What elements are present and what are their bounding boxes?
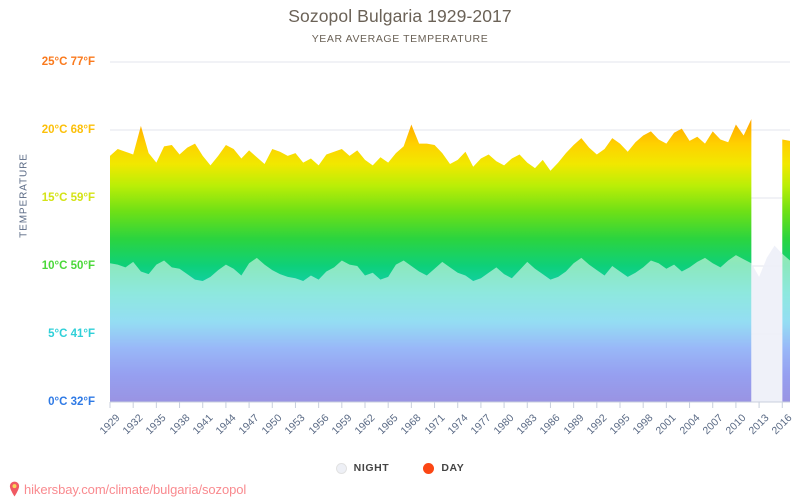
day-swatch-icon <box>423 462 435 474</box>
x-axis-tick-1947: 1947 <box>236 412 262 438</box>
x-axis-tick-1995: 1995 <box>607 412 633 438</box>
x-axis-tick-1977: 1977 <box>468 412 494 438</box>
y-axis-tick-15: 15°C 59°F <box>41 192 95 204</box>
x-axis-tick-1983: 1983 <box>514 412 540 438</box>
x-axis-tick-1932: 1932 <box>120 412 146 438</box>
legend-item-day[interactable]: DAY <box>423 462 464 474</box>
legend-label-night: NIGHT <box>353 462 390 474</box>
y-axis-tick-0: 0°C 32°F <box>48 396 95 408</box>
x-axis-tick-1956: 1956 <box>306 412 332 438</box>
y-axis-tick-20: 20°C 68°F <box>41 124 95 136</box>
x-axis-tick-1929: 1929 <box>97 412 123 438</box>
x-axis-tick-2007: 2007 <box>700 412 726 438</box>
x-axis-tick-2016: 2016 <box>769 412 795 438</box>
chart-svg <box>109 61 790 408</box>
x-axis-tick-1953: 1953 <box>282 412 308 438</box>
x-axis-tick-1944: 1944 <box>213 412 239 438</box>
chart-legend: NIGHT DAY <box>0 462 800 474</box>
x-axis-tick-2010: 2010 <box>723 412 749 438</box>
footer[interactable]: hikersbay.com/climate/bulgaria/sozopol <box>8 481 246 497</box>
x-axis-tick-1935: 1935 <box>143 412 169 438</box>
page-title: Sozopol Bulgaria 1929-2017 <box>288 6 512 26</box>
x-axis-tick-marks <box>109 402 783 408</box>
map-pin-icon <box>9 481 20 497</box>
x-axis-tick-2001: 2001 <box>653 412 679 438</box>
night-series-area <box>110 245 790 402</box>
x-axis-tick-1980: 1980 <box>491 412 517 438</box>
x-axis-tick-1962: 1962 <box>352 412 378 438</box>
y-axis-tick-10: 10°C 50°F <box>41 260 95 272</box>
x-axis-tick-labels: 1929 1932 1935 1938 1941 1944 1947 1950 1953 1956… <box>97 412 794 462</box>
x-axis-tick-1998: 1998 <box>630 412 656 438</box>
x-axis-tick-1965: 1965 <box>375 412 401 438</box>
night-series-area-gap <box>751 245 783 402</box>
x-axis-tick-2004: 2004 <box>677 412 703 438</box>
chart-subtitle: YEAR AVERAGE TEMPERATURE <box>311 33 489 45</box>
legend-item-night[interactable]: NIGHT <box>335 462 390 474</box>
x-axis-tick-2013: 2013 <box>746 412 772 438</box>
x-axis-tick-1971: 1971 <box>422 412 448 438</box>
x-axis-tick-1941: 1941 <box>190 412 216 438</box>
x-axis-tick-1968: 1968 <box>398 412 424 438</box>
x-axis-tick-1950: 1950 <box>259 412 285 438</box>
legend-label-day: DAY <box>441 462 465 474</box>
x-axis-tick-1986: 1986 <box>537 412 563 438</box>
night-swatch-icon <box>335 462 347 474</box>
plot-area <box>109 61 790 408</box>
y-axis-tick-25: 25°C 77°F <box>41 56 95 68</box>
x-axis-tick-1974: 1974 <box>445 412 471 438</box>
x-axis-tick-1938: 1938 <box>167 412 193 438</box>
x-axis-tick-1959: 1959 <box>329 412 355 438</box>
x-axis-tick-1992: 1992 <box>584 412 610 438</box>
footer-url[interactable]: hikersbay.com/climate/bulgaria/sozopol <box>24 481 247 497</box>
y-axis-tick-5: 5°C 41°F <box>48 328 95 340</box>
x-axis-tick-1989: 1989 <box>561 412 587 438</box>
